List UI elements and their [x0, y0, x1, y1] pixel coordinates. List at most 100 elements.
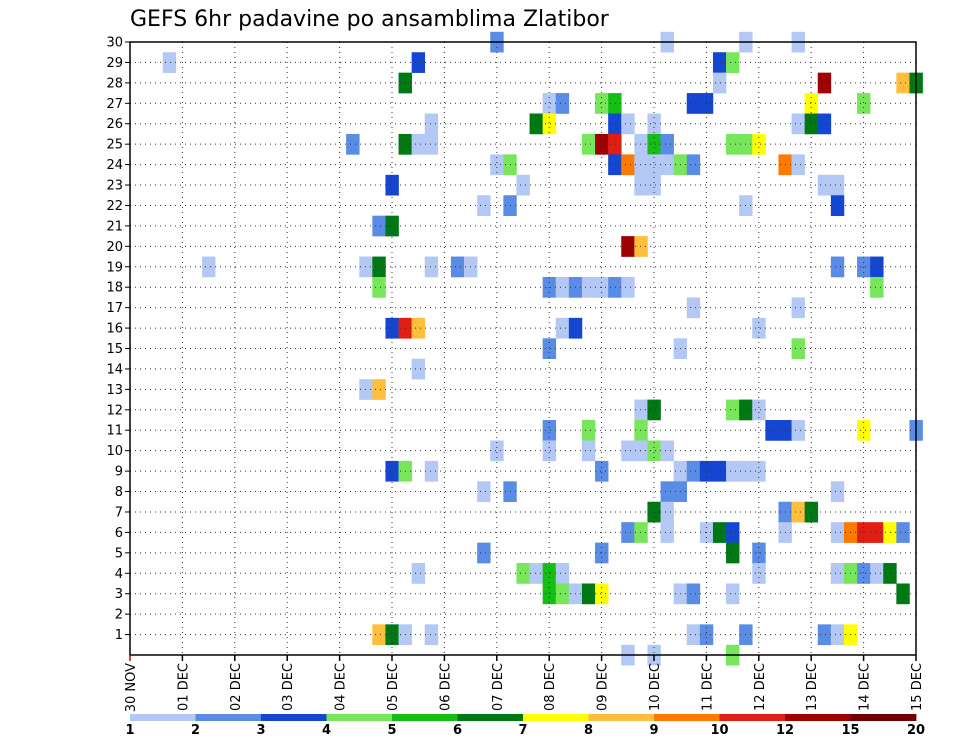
x-tick-label: 06 DEC [438, 663, 453, 711]
heatmap-cell [791, 154, 805, 176]
heatmap-cell [542, 93, 557, 114]
heatmap-cell [883, 522, 897, 543]
heatmap-cell [555, 583, 570, 605]
heatmap-cell [699, 624, 714, 646]
y-tick-label: 30 [106, 36, 123, 51]
heatmap-cell [647, 154, 661, 176]
heatmap-cell [516, 174, 530, 196]
y-tick-label: 5 [115, 546, 123, 561]
heatmap-cell [608, 154, 622, 176]
heatmap-cell [791, 113, 805, 135]
heatmap-cell [411, 563, 426, 584]
heatmap-cell [634, 154, 648, 176]
heatmap-cell [752, 133, 766, 155]
heatmap-cell [817, 174, 832, 196]
heatmap-cell [424, 113, 439, 135]
heatmap-cell [857, 563, 871, 584]
heatmap-cell [542, 440, 557, 462]
heatmap-cell [857, 420, 871, 441]
x-tick-label: 08 DEC [543, 663, 558, 711]
heatmap-cell [634, 133, 648, 155]
heatmap-cell [791, 420, 805, 441]
y-tick-label: 13 [106, 383, 123, 398]
heatmap-cell [385, 174, 399, 196]
heatmap-cell [726, 522, 740, 543]
heatmap-cell [712, 72, 727, 94]
heatmap-cell [647, 440, 661, 462]
heatmap-cell [726, 460, 740, 482]
heatmap-cell [870, 256, 884, 278]
heatmap-cell [424, 460, 439, 482]
heatmap-cell [424, 133, 439, 155]
heatmap-cell [202, 256, 216, 278]
heatmap-cell [817, 72, 832, 94]
heatmap-cell [634, 236, 648, 257]
colorbar-swatch [195, 714, 262, 721]
heatmap-cell [595, 460, 609, 482]
heatmap-cell [542, 583, 557, 605]
heatmap-cell [726, 52, 740, 73]
heatmap-cell [660, 501, 674, 523]
colorbar-swatch [785, 714, 851, 721]
heatmap-cell [581, 583, 596, 605]
x-tick-label: 07 DEC [491, 663, 506, 711]
colorbar-label: 3 [256, 723, 265, 738]
heatmap-cell [411, 52, 426, 73]
heatmap-cell [542, 420, 557, 441]
heatmap-cell [830, 195, 845, 216]
y-tick-label: 26 [106, 117, 123, 132]
heatmap-cell [542, 338, 557, 360]
heatmap-cell [385, 624, 399, 646]
heatmap-cell [162, 52, 177, 73]
heatmap-cell [726, 133, 740, 155]
heatmap-cell [621, 522, 635, 543]
x-tick-label: 03 DEC [281, 663, 296, 711]
heatmap-cell [686, 93, 701, 114]
x-tick-label: 13 DEC [805, 663, 820, 711]
heatmap-cell [529, 113, 543, 135]
heatmap-cell [699, 93, 714, 114]
heatmap-cell [372, 215, 386, 237]
heatmap-cell [490, 154, 504, 176]
heatmap-cell [385, 317, 399, 339]
y-tick-label: 16 [106, 322, 123, 337]
heatmap-cell [804, 93, 819, 114]
y-tick-label: 1 [115, 628, 123, 643]
colorbar-swatch [457, 714, 524, 721]
heatmap-cell [883, 563, 897, 584]
heatmap-cell [896, 583, 910, 605]
heatmap-cell [830, 563, 845, 584]
heatmap-cell [712, 52, 727, 73]
heatmap-cell [621, 154, 635, 176]
heatmap-cell [634, 399, 648, 421]
heatmap-cell [595, 583, 609, 605]
heatmap-cell [542, 563, 557, 584]
y-tick-label: 4 [115, 567, 123, 582]
heatmap-cell [830, 174, 845, 196]
heatmap-cell [647, 113, 661, 135]
y-tick-label: 23 [106, 179, 123, 194]
heatmap-cell [477, 481, 491, 503]
heatmap-cell [621, 236, 635, 257]
colorbar-swatch [326, 714, 393, 721]
y-tick-label: 20 [106, 240, 123, 255]
y-tick-label: 10 [106, 444, 123, 459]
y-tick-label: 28 [106, 76, 123, 91]
heatmap-cell [896, 522, 910, 543]
heatmap-cell [817, 113, 832, 135]
heatmap-cell [660, 522, 674, 543]
heatmap-cell [581, 420, 596, 441]
heatmap-cell [608, 133, 622, 155]
heatmap-cell [595, 133, 609, 155]
colorbar-label: 15 [841, 723, 859, 738]
y-tick-label: 7 [115, 505, 123, 520]
x-tick-label: 11 DEC [700, 663, 715, 711]
y-tick-label: 12 [106, 403, 123, 418]
y-tick-label: 15 [106, 342, 123, 357]
heatmap-cell [712, 460, 727, 482]
colorbar-swatch [850, 714, 917, 721]
heatmap-cell [555, 317, 570, 339]
heatmap-cell [726, 542, 740, 564]
heatmap-cell [686, 297, 701, 319]
heatmap-cell [791, 338, 805, 360]
